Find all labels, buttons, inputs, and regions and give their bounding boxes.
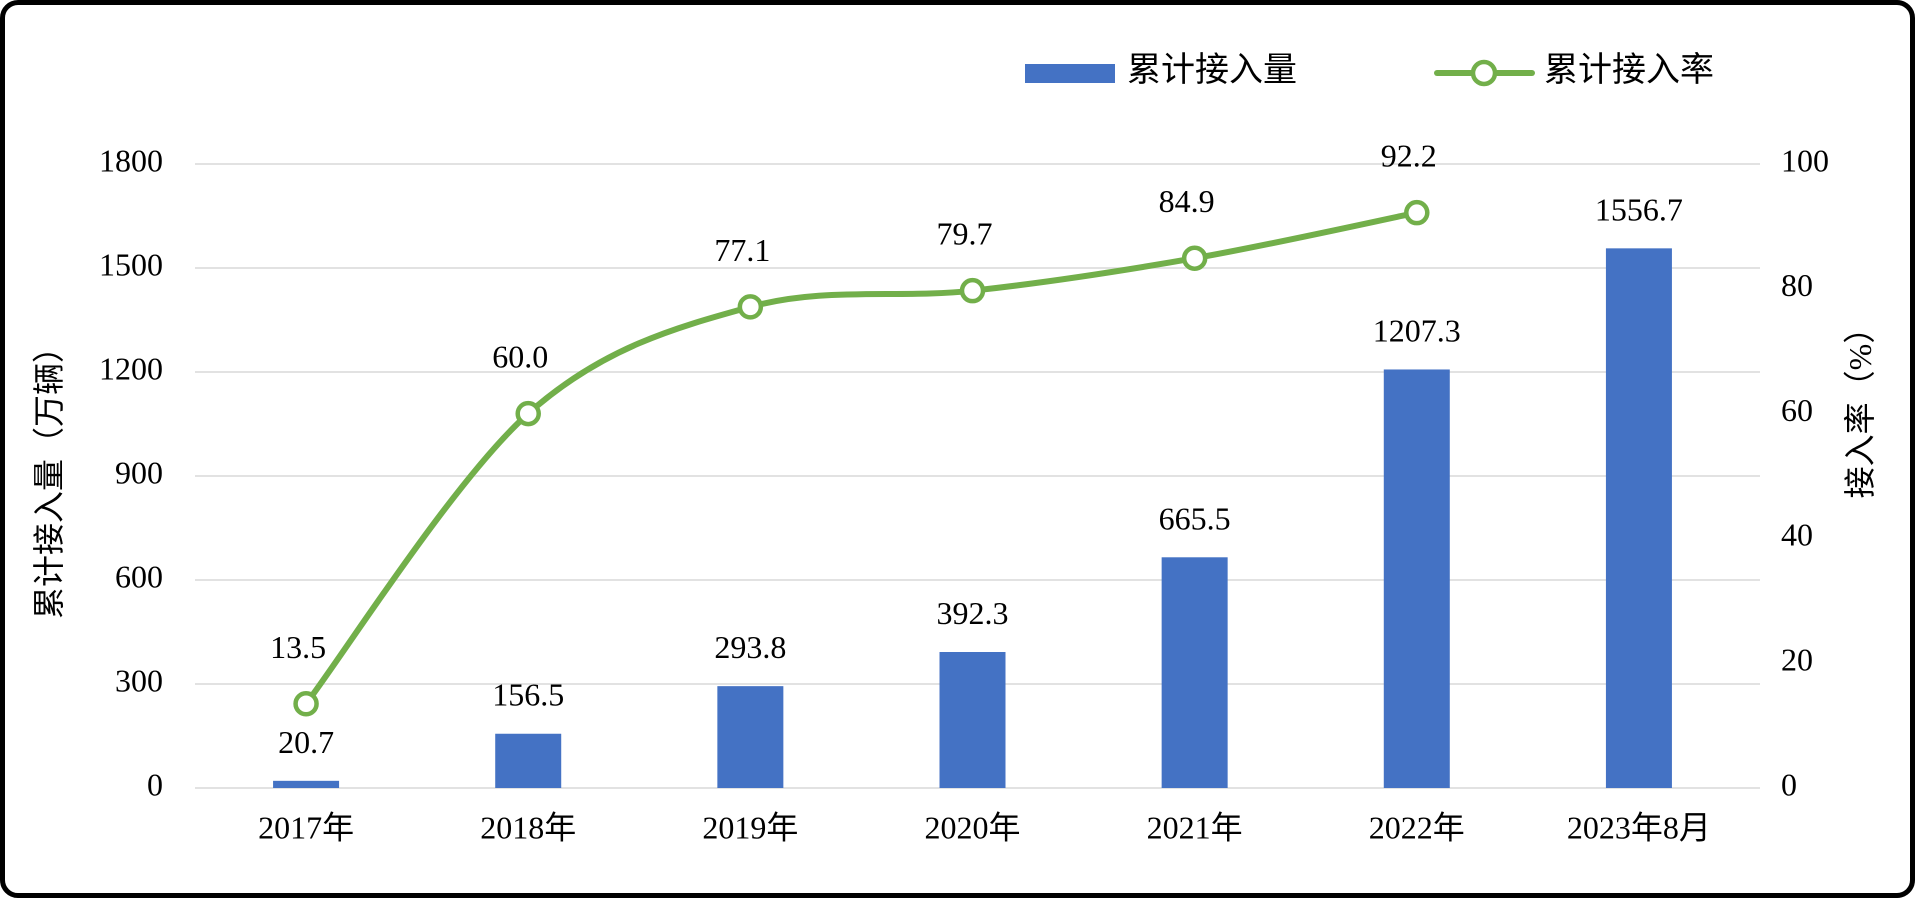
line-series: 13.5 60.0 77.1 79.7 84.9 92.2 bbox=[270, 138, 1437, 717]
x-axis-label-2020年: 2020年 bbox=[924, 809, 1020, 845]
line-value-label: 84.9 bbox=[1159, 183, 1215, 219]
line-marker-2021年 bbox=[1181, 245, 1208, 271]
left-axis-tick-label: 900 bbox=[115, 454, 163, 490]
right-axis-tick-label: 0 bbox=[1781, 766, 1797, 802]
bar-value-label: 156.5 bbox=[492, 677, 564, 713]
line-marker-2022年 bbox=[1404, 199, 1430, 226]
line-value-label: 79.7 bbox=[937, 216, 993, 252]
bar-2019年 bbox=[717, 686, 784, 788]
line-value-label: 77.1 bbox=[714, 232, 770, 268]
line-value-label: 13.5 bbox=[270, 629, 326, 665]
bar-2021年 bbox=[1161, 557, 1228, 788]
left-axis-tick-label: 300 bbox=[115, 662, 163, 698]
bar-2020年 bbox=[939, 652, 1006, 788]
left-axis-tick-label: 1500 bbox=[99, 246, 163, 282]
bar-series: 20.7 156.5 293.8 392.3 665.5 1207.3 1556.7 bbox=[273, 191, 1683, 788]
bar-2022年 bbox=[1383, 369, 1450, 788]
left-axis-tick-label: 1800 bbox=[99, 142, 163, 178]
right-axis-title: 接入率（%） bbox=[1842, 312, 1878, 499]
bar-value-label: 293.8 bbox=[714, 629, 786, 665]
line-path bbox=[303, 209, 1420, 707]
bar-value-label: 392.3 bbox=[937, 595, 1009, 631]
legend: 累计接入量 累计接入率 bbox=[1025, 51, 1714, 89]
bar-2023年8月 bbox=[1605, 248, 1672, 788]
line-marker-2018年 bbox=[515, 400, 541, 427]
legend-bar-swatch bbox=[1025, 64, 1115, 83]
line-marker-2017年 bbox=[293, 691, 319, 717]
right-axis-tick-label: 100 bbox=[1781, 142, 1829, 178]
right-axis-tick-label: 60 bbox=[1781, 392, 1813, 428]
line-value-label: 60.0 bbox=[492, 339, 548, 375]
right-axis-ticks: 0 20 40 60 80 100 bbox=[1781, 142, 1829, 802]
bar-value-label: 1207.3 bbox=[1373, 312, 1461, 348]
line-value-label: 92.2 bbox=[1381, 138, 1437, 174]
left-axis-tick-label: 1200 bbox=[99, 350, 163, 386]
x-axis-label-2023年8月: 2023年8月 bbox=[1567, 809, 1711, 845]
x-axis-label-2021年: 2021年 bbox=[1147, 809, 1243, 845]
gridlines bbox=[195, 163, 1760, 789]
left-axis-ticks: 0 300 600 900 1200 1500 1800 bbox=[99, 142, 163, 802]
bar-2017年 bbox=[273, 780, 340, 788]
left-axis-title: 累计接入量（万辆） bbox=[31, 331, 67, 619]
combo-chart: 20.7 156.5 293.8 392.3 665.5 1207.3 1556.7 13.5… bbox=[31, 51, 1878, 846]
line-marker-2019年 bbox=[737, 294, 764, 320]
right-axis-tick-label: 40 bbox=[1781, 517, 1813, 553]
legend-label-line: 累计接入率 bbox=[1544, 51, 1714, 89]
x-axis-label-2022年: 2022年 bbox=[1369, 809, 1465, 845]
left-axis-tick-label: 0 bbox=[147, 766, 163, 802]
x-axis-label-2017年: 2017年 bbox=[258, 809, 354, 845]
right-axis-tick-label: 20 bbox=[1781, 642, 1813, 678]
x-axis-label-2019年: 2019年 bbox=[702, 809, 798, 845]
legend-line-marker-icon bbox=[1470, 59, 1498, 87]
right-axis-tick-label: 80 bbox=[1781, 267, 1813, 303]
bar-2018年 bbox=[495, 733, 562, 788]
x-axis-labels: 2017年 2018年 2019年 2020年 2021年 2022年 2023年8月 bbox=[258, 809, 1711, 845]
bar-value-label: 20.7 bbox=[278, 724, 334, 760]
bar-value-label: 665.5 bbox=[1159, 500, 1231, 536]
bar-value-label: 1556.7 bbox=[1595, 191, 1683, 227]
legend-label-bar: 累计接入量 bbox=[1127, 52, 1297, 89]
line-marker-2020年 bbox=[959, 277, 986, 304]
x-axis-label-2018年: 2018年 bbox=[480, 809, 576, 845]
left-axis-tick-label: 600 bbox=[115, 558, 163, 594]
